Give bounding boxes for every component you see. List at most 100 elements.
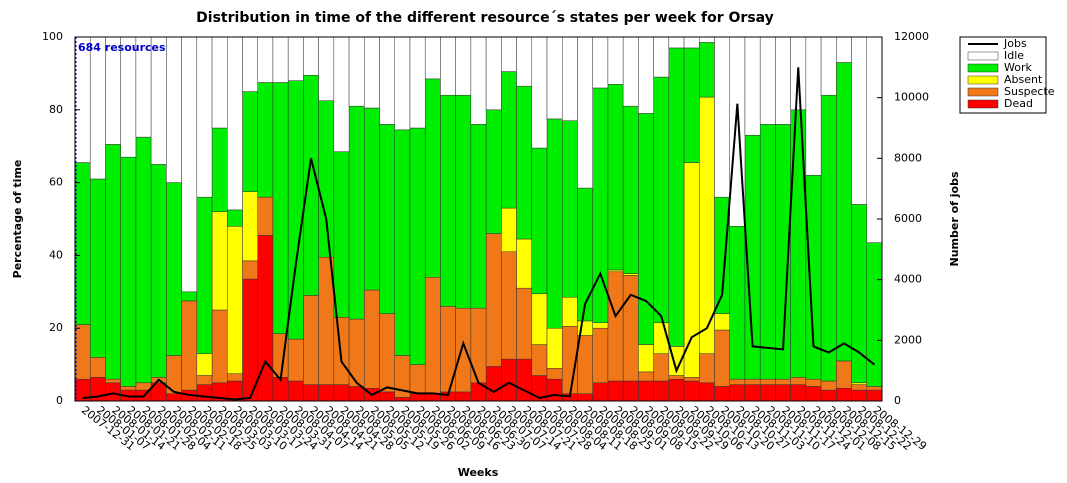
bar-segment <box>699 353 715 384</box>
y2-axis-label: Number of jobs <box>948 171 961 266</box>
bar-segment <box>166 182 182 356</box>
bar-segment <box>303 36 319 76</box>
bar-segment <box>470 124 487 309</box>
bar-segment <box>546 327 563 369</box>
bar-segment <box>577 36 593 189</box>
bar-segment <box>150 36 167 165</box>
bar-segment <box>759 36 776 125</box>
bar-segment <box>74 162 91 325</box>
bar-segment <box>531 344 548 376</box>
bar-segment <box>851 384 868 391</box>
bar-segment <box>683 36 700 49</box>
bar-segment <box>546 36 563 120</box>
bar-segment <box>714 313 730 331</box>
bar-segment <box>775 36 791 125</box>
x-axis-label: Weeks <box>458 466 499 479</box>
y-axis-label: Percentage of time <box>11 160 24 279</box>
bar-segment <box>638 380 654 402</box>
bar-segment <box>166 36 182 183</box>
bar-segment <box>699 42 715 98</box>
bar-segment <box>836 388 852 402</box>
bar-segment <box>836 36 852 63</box>
bar-segment <box>242 260 258 280</box>
bar-segment <box>257 36 274 83</box>
bar-segment <box>531 36 548 149</box>
bar-segment <box>653 353 670 382</box>
bar-segment <box>485 36 502 111</box>
bar-segment <box>653 380 670 402</box>
bar-segment <box>424 36 441 80</box>
bar-segment <box>836 62 852 362</box>
bar-segment <box>89 357 106 378</box>
bar-segment <box>181 36 198 293</box>
y2-tick-label: 8000 <box>894 151 922 164</box>
bar-segment <box>851 382 868 385</box>
bar-segment <box>318 384 335 402</box>
bar-segment <box>714 36 730 198</box>
y-tick-label: 60 <box>49 176 63 189</box>
bar-segment <box>440 94 456 307</box>
bar-segment <box>638 371 654 382</box>
bar-segment <box>394 129 411 356</box>
bar-segment <box>333 151 350 318</box>
bar-segment <box>501 71 517 209</box>
bar-segment <box>516 287 533 360</box>
bar-segment <box>227 373 243 382</box>
bar-segment <box>150 164 167 378</box>
bar-segment <box>607 36 624 85</box>
bar-segment <box>501 36 517 72</box>
y-tick-label: 100 <box>42 30 63 43</box>
bar-segment <box>287 338 304 382</box>
bar-segment <box>592 382 609 402</box>
bar-segment <box>135 382 152 391</box>
bar-segment <box>607 271 624 382</box>
bar-segment <box>699 382 715 402</box>
bar-segment <box>348 36 365 107</box>
bar-segment <box>699 36 715 43</box>
bar-segment <box>638 36 654 114</box>
bar-segment <box>820 94 837 382</box>
legend-label: Suspecte <box>1004 85 1055 98</box>
bar-segment <box>820 380 837 391</box>
bar-segment <box>638 344 654 373</box>
bar-segment <box>683 377 700 382</box>
bar-segment <box>379 391 396 402</box>
bar-segment <box>257 196 274 236</box>
bar-segment <box>790 377 807 385</box>
bar-segment <box>455 94 472 309</box>
bar-segment <box>409 36 426 129</box>
bar-segment <box>135 136 152 384</box>
bar-segment <box>409 127 426 365</box>
bar-segment <box>668 378 685 402</box>
y-tick-label: 40 <box>49 248 63 261</box>
bar-segment <box>668 47 685 347</box>
bar-segment <box>759 378 776 385</box>
bar-segment <box>196 353 213 376</box>
bar-segment <box>333 36 350 152</box>
bar-segment <box>759 124 776 380</box>
bar-segment <box>744 378 761 385</box>
bar-segment <box>622 380 639 402</box>
legend-label: Absent <box>1004 73 1043 86</box>
bar-segment <box>485 233 502 367</box>
bar-segment <box>485 366 502 402</box>
bar-segment <box>287 380 304 402</box>
bar-segment <box>714 329 730 387</box>
bar-segment <box>89 36 106 180</box>
bar-segment <box>501 358 517 402</box>
bar-segment <box>303 384 319 402</box>
legend-label: Idle <box>1004 49 1024 62</box>
bar-segment <box>729 378 746 385</box>
bar-segment <box>272 82 289 334</box>
annotation: 684 resources <box>78 41 166 54</box>
bar-segment <box>729 226 746 380</box>
bar-segment <box>211 127 228 212</box>
bar-segment <box>546 367 563 380</box>
bar-segment <box>74 36 91 163</box>
bar-segment <box>196 375 213 385</box>
bar-segment <box>196 196 213 354</box>
bar-segment <box>227 226 243 374</box>
bar-segment <box>242 91 258 192</box>
bar-segment <box>744 36 761 136</box>
